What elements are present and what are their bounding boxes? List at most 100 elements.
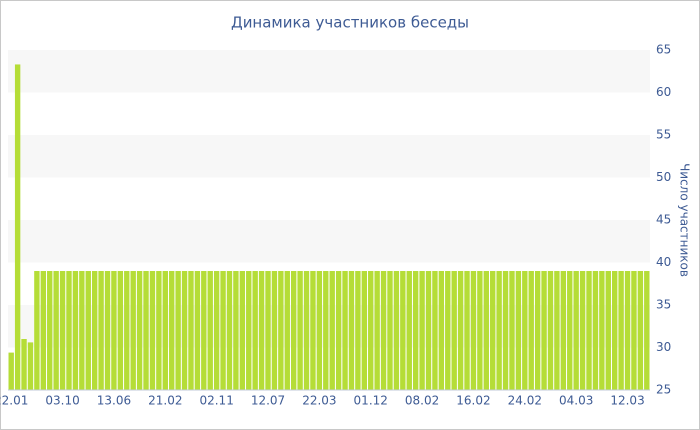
- grid-band: [8, 50, 650, 93]
- bar: [509, 271, 515, 390]
- bar: [445, 271, 451, 390]
- bar: [59, 271, 66, 390]
- bar: [303, 271, 310, 390]
- bar: [21, 339, 27, 390]
- bar: [554, 271, 560, 390]
- bar: [79, 271, 85, 390]
- bar: [496, 271, 502, 390]
- bar: [618, 271, 624, 390]
- grid-band: [8, 135, 650, 178]
- x-tick-label: 02.11: [199, 394, 233, 408]
- bar: [226, 271, 233, 390]
- marks-layer: [8, 64, 650, 390]
- y-tick-label: 25: [656, 383, 671, 397]
- bar: [124, 271, 130, 390]
- bar: [316, 271, 323, 390]
- bar: [464, 271, 470, 390]
- bar: [380, 271, 387, 390]
- y-tick-label: 55: [656, 128, 671, 142]
- bar: [98, 271, 104, 390]
- bar: [335, 271, 342, 390]
- bar: [220, 271, 226, 390]
- x-tick-label: 08.02: [405, 394, 439, 408]
- y-tick-label: 50: [656, 170, 671, 184]
- y-axis-title: Число участников: [678, 163, 692, 277]
- bar: [117, 271, 124, 390]
- grid-band: [8, 220, 650, 263]
- x-tick-label: 04.03: [559, 394, 593, 408]
- bar: [265, 271, 271, 390]
- bar: [258, 271, 265, 390]
- bar: [53, 271, 59, 390]
- bar: [393, 271, 400, 390]
- bar: [239, 271, 246, 390]
- bar: [470, 271, 477, 390]
- y-tick-label: 30: [656, 340, 671, 354]
- y-tick-label: 60: [656, 85, 671, 99]
- bar: [644, 271, 650, 390]
- grid-band: [8, 305, 650, 348]
- bar: [515, 271, 522, 390]
- bar: [400, 271, 406, 390]
- bar: [348, 271, 355, 390]
- bar: [637, 271, 644, 390]
- x-tick-label: 13.06: [97, 394, 131, 408]
- bar: [278, 271, 284, 390]
- bar: [136, 271, 143, 390]
- bar: [438, 271, 445, 390]
- bar: [419, 271, 425, 390]
- bar: [188, 271, 194, 390]
- bar: [631, 271, 637, 390]
- bar: [156, 271, 162, 390]
- bar: [271, 271, 278, 390]
- bar: [432, 271, 438, 390]
- bar: [91, 271, 98, 390]
- y-tick-label: 65: [656, 43, 671, 57]
- bar: [522, 271, 528, 390]
- bar: [573, 271, 579, 390]
- bar: [284, 271, 290, 390]
- bar: [246, 271, 252, 390]
- bar: [40, 271, 47, 390]
- bar: [213, 271, 220, 390]
- bar: [175, 271, 181, 390]
- bar: [528, 271, 534, 390]
- bar: [406, 271, 412, 390]
- x-tick-label: 24.02: [508, 394, 542, 408]
- bar: [425, 271, 432, 390]
- bar: [104, 271, 111, 390]
- bar: [624, 271, 631, 390]
- bar: [181, 271, 188, 390]
- bar: [368, 271, 374, 390]
- x-tick-label: 22.01: [0, 394, 28, 408]
- bar: [611, 271, 618, 390]
- bar: [194, 271, 201, 390]
- bar: [342, 271, 348, 390]
- bar: [483, 271, 489, 390]
- y-tick-label: 45: [656, 213, 671, 227]
- bar: [310, 271, 316, 390]
- chart-title: Динамика участников беседы: [231, 14, 469, 32]
- bar: [85, 271, 91, 390]
- bar: [233, 271, 239, 390]
- x-tick-label: 03.10: [45, 394, 79, 408]
- bar: [27, 342, 34, 390]
- x-tick-label: 22.03: [302, 394, 336, 408]
- x-tick-label: 12.07: [251, 394, 285, 408]
- bar: [599, 271, 605, 390]
- bar: [162, 271, 168, 390]
- bar: [72, 271, 79, 390]
- bar: [143, 271, 149, 390]
- bar: [47, 271, 53, 390]
- bar: [8, 352, 14, 390]
- bar: [412, 271, 419, 390]
- bar: [323, 271, 329, 390]
- bar: [457, 271, 464, 390]
- bar: [560, 271, 567, 390]
- x-tick-label: 01.12: [354, 394, 388, 408]
- bar: [66, 271, 72, 390]
- bar: [252, 271, 258, 390]
- bar: [14, 64, 21, 390]
